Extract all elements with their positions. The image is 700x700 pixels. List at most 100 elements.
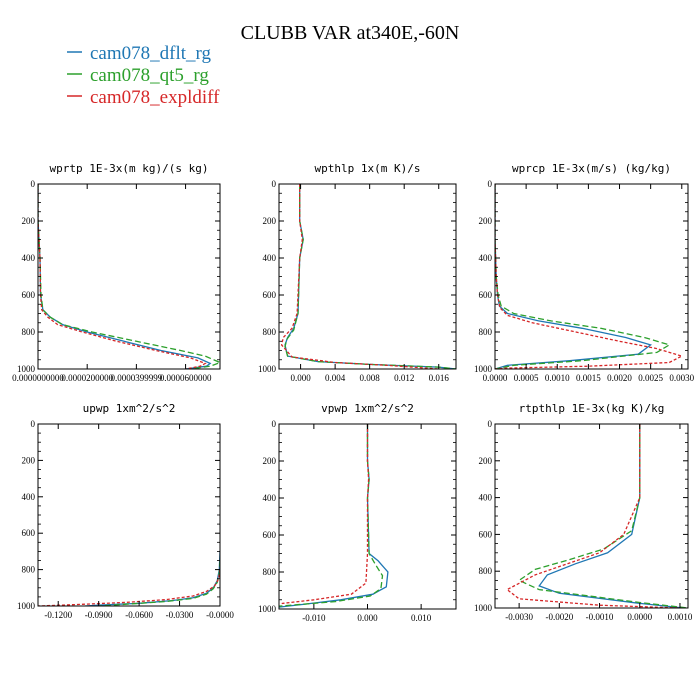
y-tick-label: 1000 [17,364,36,374]
x-tick-label: 0.0000200000 [61,373,113,383]
panel-title: wpthlp 1x(m K)/s [315,162,421,175]
y-tick-label: 0 [488,419,493,429]
y-tick-label: 800 [263,327,277,337]
y-tick-label: 600 [479,529,493,539]
panel-6: rtpthlp 1E-3x(kg K)/kg 0 200 400 600 800 1000 -… [474,402,693,622]
y-tick-label: 800 [22,565,36,575]
x-tick-label: 0.000 [357,613,378,623]
y-tick-label: 1000 [474,364,493,374]
y-tick-label: 1000 [258,604,277,614]
x-tick-label: 0.0030 [669,373,694,383]
x-tick-label: 0.0000 [483,373,508,383]
x-tick-label: 0.008 [360,373,381,383]
y-tick-label: 800 [22,327,36,337]
panel-title: rtpthlp 1E-3x(kg K)/kg [519,402,665,415]
y-tick-label: 0 [272,419,277,429]
y-tick-label: 1000 [258,364,277,374]
series-line-2 [279,424,384,607]
series-line-2 [38,184,220,369]
y-tick-label: 200 [479,216,493,226]
x-tick-label: -0.1200 [44,610,72,620]
x-tick-label: -0.0030 [505,612,533,622]
y-tick-label: 200 [22,216,36,226]
y-tick-label: 400 [22,492,36,502]
plot-frame [494,423,689,609]
series-line-2 [284,184,456,369]
panel-title: wprtp 1E-3x(m kg)/(s kg) [50,162,209,175]
x-tick-label: 0.010 [411,613,432,623]
x-tick-label: 0.0015 [576,373,601,383]
y-tick-label: 200 [479,456,493,466]
x-tick-label: 0.0005 [514,373,539,383]
panel-2: wpthlp 1x(m K)/s 0 200 400 600 800 1000 0.000 0.… [258,162,457,383]
plot-frame [494,183,689,370]
y-tick-label: 400 [479,493,493,503]
x-tick-label: 0.0020 [607,373,632,383]
series-line-3 [280,184,439,369]
legend-label-qt5: cam078_qt5_rg [90,65,209,86]
x-tick-label: 0.0000000000 [12,373,64,383]
y-tick-label: 1000 [474,603,493,613]
y-tick-label: 400 [263,253,277,263]
x-tick-label: 0.016 [429,373,450,383]
series-line-1 [85,551,220,606]
series-line-1 [279,424,389,608]
y-tick-label: 600 [263,290,277,300]
y-tick-label: 400 [479,253,493,263]
x-tick-label: 0.0000 [627,612,652,622]
plot-frame [278,183,457,370]
panel-title: upwp 1xm^2/s^2 [83,402,176,415]
series-line-3 [38,569,220,606]
y-tick-label: 200 [22,455,36,465]
x-tick-label: 0.0000600000 [160,373,212,383]
series-line-2 [98,560,220,606]
panel-3: wprcp 1E-3x(m/s) (kg/kg) 0 200 400 600 800 100… [474,162,695,383]
x-tick-label: 0.0010 [668,612,693,622]
y-tick-label: 600 [263,530,277,540]
x-tick-label: -0.0000 [206,610,234,620]
panel-4: upwp 1xm^2/s^2 0 200 400 600 800 1000 -0.1200 -0… [17,402,234,620]
x-tick-label: -0.010 [302,613,326,623]
y-tick-label: 600 [22,290,36,300]
series-line-3 [281,424,370,605]
x-tick-label: -0.0300 [166,610,194,620]
y-tick-label: 0 [488,179,493,189]
series-line-1 [38,184,212,369]
series-line-2 [495,184,671,369]
legend-label-expl: cam078_expldiff [90,87,220,108]
x-tick-label: 0.0000399999 [111,373,163,383]
plot-frame [37,423,221,607]
series-line-2 [517,424,688,608]
x-tick-label: 0.000 [290,373,311,383]
panel-title: wprcp 1E-3x(m/s) (kg/kg) [512,162,671,175]
series-line-1 [284,184,456,369]
series-line-3 [495,184,684,369]
x-tick-label: 0.0025 [638,373,663,383]
y-tick-label: 600 [479,290,493,300]
figure-title: CLUBB VAR at340E,-60N [241,22,460,44]
x-tick-label: 0.012 [394,373,414,383]
y-tick-label: 1000 [17,601,36,611]
series-line-3 [505,424,681,608]
series-line-1 [538,424,685,608]
x-tick-label: 0.004 [325,373,346,383]
x-tick-label: -0.0900 [85,610,113,620]
y-tick-label: 0 [31,419,36,429]
x-tick-label: -0.0020 [545,612,573,622]
y-tick-label: 0 [272,179,277,189]
legend-label-dflt: cam078_dflt_rg [90,43,212,64]
legend: cam078_dflt_rg cam078_qt5_rg cam078_expl… [67,43,220,108]
y-tick-label: 600 [22,528,36,538]
y-tick-label: 800 [479,566,493,576]
panels: wprtp 1E-3x(m kg)/(s kg) 0 200 400 600 800 100… [12,162,695,623]
x-tick-label: -0.0010 [586,612,614,622]
y-tick-label: 800 [479,327,493,337]
y-tick-label: 0 [31,179,36,189]
series-line-3 [38,184,207,369]
y-tick-label: 200 [263,456,277,466]
y-tick-label: 200 [263,216,277,226]
panel-5: vpwp 1xm^2/s^2 0 200 400 600 800 1000 -0.010 0.0… [258,402,457,623]
panel-title: vpwp 1xm^2/s^2 [321,402,414,415]
x-tick-label: 0.0010 [545,373,570,383]
